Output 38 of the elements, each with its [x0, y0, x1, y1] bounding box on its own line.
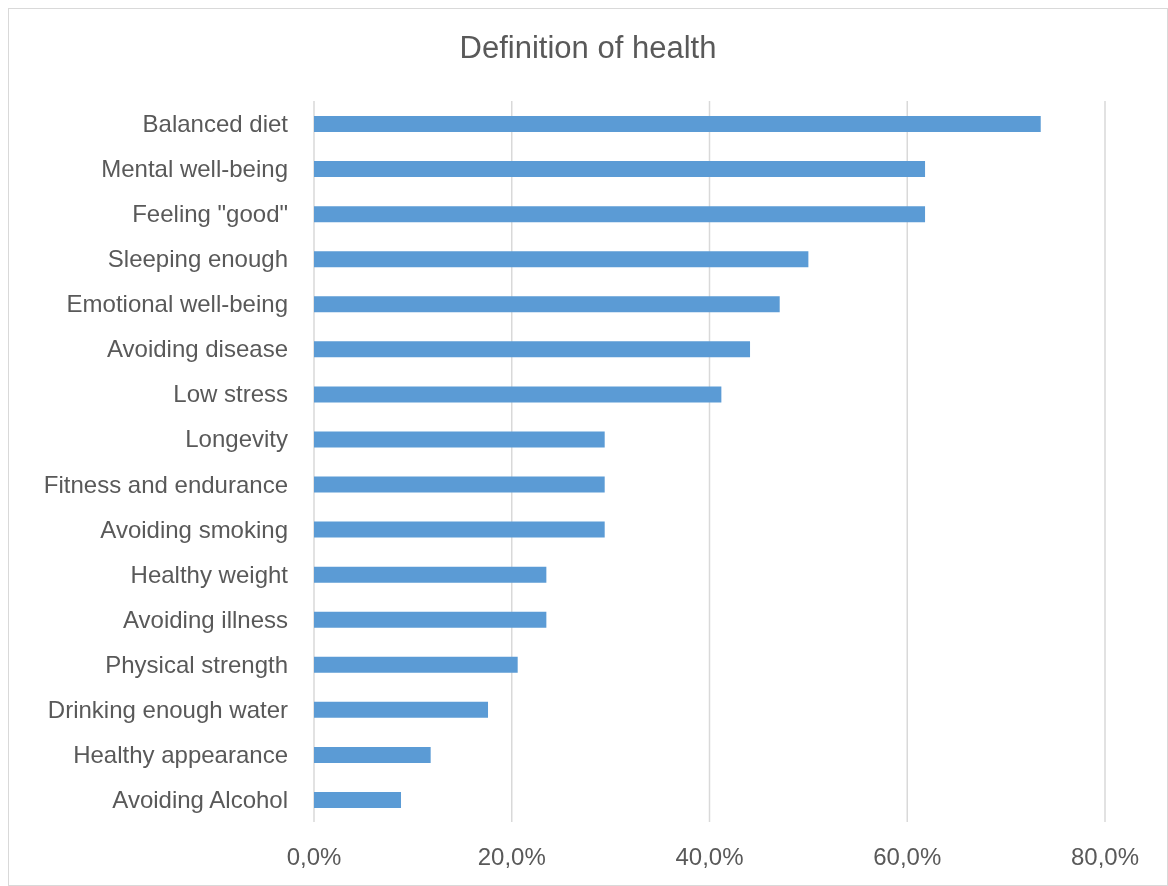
- y-tick-label: Physical strength: [105, 650, 288, 678]
- x-tick-label: 40,0%: [675, 843, 744, 871]
- y-tick-label: Fitness and endurance: [43, 470, 288, 498]
- y-tick-label: Avoiding smoking: [100, 515, 288, 543]
- y-tick-label: Feeling "good": [132, 200, 288, 228]
- bar: [314, 656, 518, 673]
- y-tick-label: Emotional well-being: [66, 290, 288, 318]
- y-tick-label: Drinking enough water: [47, 695, 289, 723]
- bar: [314, 431, 605, 448]
- y-tick-label: Avoiding disease: [106, 335, 288, 363]
- y-tick-label: Avoiding illness: [123, 605, 288, 633]
- y-tick-label: Longevity: [185, 425, 288, 453]
- bar: [314, 386, 722, 403]
- bar: [314, 251, 809, 268]
- x-tick-label: 60,0%: [873, 843, 942, 871]
- bar: [314, 611, 547, 628]
- bar: [314, 791, 402, 808]
- y-tick-label: Avoiding Alcohol: [112, 785, 288, 813]
- y-tick-label: Mental well-being: [101, 155, 288, 183]
- x-tick-label: 20,0%: [477, 843, 546, 871]
- bar: [314, 296, 780, 313]
- bar: [314, 521, 605, 538]
- chart-title: Definition of health: [458, 29, 718, 67]
- y-tick-label: Healthy weight: [130, 560, 289, 588]
- bar: [314, 341, 751, 358]
- bar: [314, 746, 431, 763]
- x-tick-label: 0,0%: [286, 843, 342, 871]
- x-tick-label: 80,0%: [1070, 843, 1140, 871]
- bar: [314, 161, 926, 178]
- bar: [314, 476, 605, 493]
- y-tick-label: Sleeping enough: [107, 245, 288, 273]
- bar: [314, 206, 926, 223]
- bar: [314, 566, 547, 583]
- bar: [314, 116, 1041, 132]
- y-tick-label: Balanced diet: [142, 110, 289, 138]
- y-tick-label: Low stress: [173, 380, 288, 408]
- bar: [314, 701, 489, 718]
- y-tick-label: Healthy appearance: [73, 740, 288, 768]
